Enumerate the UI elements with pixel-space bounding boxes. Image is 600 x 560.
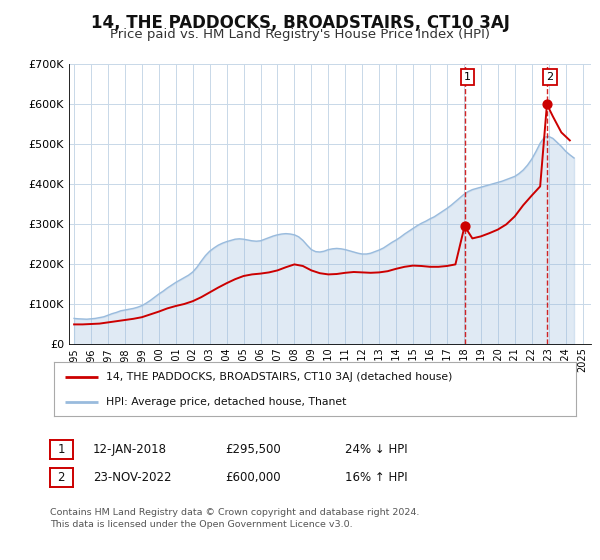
Point xyxy=(460,222,469,231)
Text: 1: 1 xyxy=(58,443,65,456)
Text: 16% ↑ HPI: 16% ↑ HPI xyxy=(345,470,407,484)
Text: HPI: Average price, detached house, Thanet: HPI: Average price, detached house, Than… xyxy=(106,397,347,407)
Text: 1: 1 xyxy=(464,72,471,82)
Text: 14, THE PADDOCKS, BROADSTAIRS, CT10 3AJ: 14, THE PADDOCKS, BROADSTAIRS, CT10 3AJ xyxy=(91,14,509,32)
Text: 24% ↓ HPI: 24% ↓ HPI xyxy=(345,443,407,456)
Text: Price paid vs. HM Land Registry's House Price Index (HPI): Price paid vs. HM Land Registry's House … xyxy=(110,28,490,41)
Text: 23-NOV-2022: 23-NOV-2022 xyxy=(93,470,172,484)
Text: £295,500: £295,500 xyxy=(225,443,281,456)
Text: 2: 2 xyxy=(58,470,65,484)
Text: £600,000: £600,000 xyxy=(225,470,281,484)
Text: 2: 2 xyxy=(547,72,554,82)
Point xyxy=(542,100,552,109)
Text: 12-JAN-2018: 12-JAN-2018 xyxy=(93,443,167,456)
Text: 14, THE PADDOCKS, BROADSTAIRS, CT10 3AJ (detached house): 14, THE PADDOCKS, BROADSTAIRS, CT10 3AJ … xyxy=(106,372,452,382)
Text: Contains HM Land Registry data © Crown copyright and database right 2024.
This d: Contains HM Land Registry data © Crown c… xyxy=(50,508,419,529)
